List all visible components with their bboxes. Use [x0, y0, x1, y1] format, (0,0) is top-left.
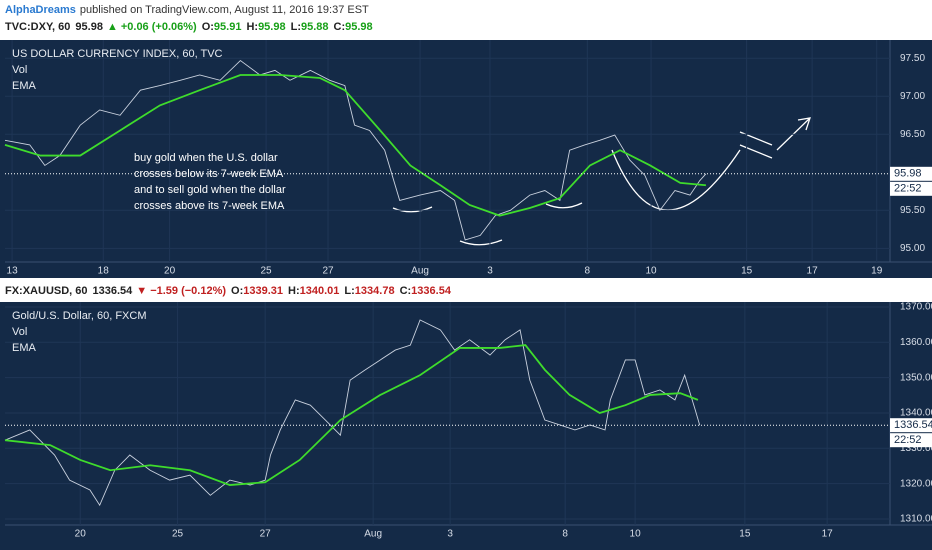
y-tick-label: 1330.00: [900, 443, 932, 454]
panel-bg: [0, 40, 932, 278]
quote-part: +0.06 (+0.06%): [121, 21, 197, 33]
x-tick-label: 27: [322, 266, 334, 277]
x-tick-label: 15: [741, 266, 753, 277]
panel-bg: [0, 302, 932, 550]
x-tick-label: 25: [261, 266, 273, 277]
quote-part: C:: [334, 21, 346, 33]
y-tick-label: 97.00: [900, 91, 925, 102]
time-label-bg: [890, 433, 932, 448]
y-tick-label: 97.50: [900, 53, 925, 64]
quote-part: 95.98: [75, 21, 103, 33]
legend-item: Vol: [12, 326, 27, 338]
x-tick-label: 15: [739, 529, 751, 540]
x-tick-label: 8: [585, 266, 591, 277]
y-tick-label: 95.50: [900, 205, 925, 216]
y-tick-label: 1350.00: [900, 372, 932, 383]
quote-part: FX:XAUUSD, 60: [5, 285, 88, 297]
x-tick-label: 18: [98, 266, 110, 277]
quote-line: TVC:DXY, 60 95.98 ▲ +0.06 (+0.06%) O:95.91 H:…: [5, 21, 373, 33]
annotation: crosses below its 7-week EMA: [134, 168, 284, 180]
x-tick-label: 3: [487, 266, 493, 277]
y-tick-label: 1340.00: [900, 408, 932, 419]
drawn-cup: [611, 149, 741, 211]
x-tick-label: 17: [822, 529, 834, 540]
quote-part: L:: [344, 285, 354, 297]
quote-part: C:: [400, 285, 412, 297]
publish-line: AlphaDreams published on TradingView.com,…: [5, 4, 369, 16]
quote-part: ▲: [107, 21, 118, 33]
quote-part: 95.98: [345, 21, 373, 33]
published: published on TradingView.com, August 11,…: [80, 4, 369, 16]
quote-part: ▼: [136, 285, 147, 297]
quote-part: O:: [202, 21, 214, 33]
annotation: and to sell gold when the dollar: [134, 184, 286, 196]
x-tick-label: 20: [75, 529, 87, 540]
time-label: 22:52: [894, 434, 922, 446]
panel-title: US DOLLAR CURRENCY INDEX, 60, TVC: [12, 48, 223, 60]
x-tick-label: 3: [447, 529, 453, 540]
x-tick-label: 10: [645, 266, 657, 277]
quote-part: H:: [288, 285, 300, 297]
x-tick-label: 17: [807, 266, 819, 277]
legend-item: Vol: [12, 64, 27, 76]
quote-part: 95.98: [258, 21, 286, 33]
time-label: 22:52: [894, 183, 922, 195]
x-tick-label: 13: [7, 266, 19, 277]
quote-part: 95.88: [301, 21, 329, 33]
x-tick-label: 10: [630, 529, 642, 540]
y-tick-label: 1360.00: [900, 337, 932, 348]
x-tick-label: 20: [164, 266, 176, 277]
ema-line: [4, 74, 706, 217]
price-label-bg: [890, 418, 932, 433]
quote-part: −1.59 (−0.12%): [150, 285, 226, 297]
price-label: 1336.54: [894, 419, 932, 431]
quote-part: 95.91: [214, 21, 242, 33]
annotation: buy gold when the U.S. dollar: [134, 152, 278, 164]
x-tick-label: 19: [871, 266, 883, 277]
quote-part: L:: [291, 21, 301, 33]
price-label-bg: [890, 166, 932, 181]
quote-part: 1336.54: [411, 285, 452, 297]
drawn-curve: [392, 206, 433, 213]
y-tick-label: 1320.00: [900, 478, 932, 489]
quote-part: O:: [231, 285, 243, 297]
quote-part: H:: [246, 21, 258, 33]
quote-part: 1340.01: [300, 285, 340, 297]
y-tick-label: 96.50: [900, 129, 925, 140]
quote-part: 1334.78: [355, 285, 395, 297]
price-line: [4, 319, 701, 507]
legend-item: EMA: [12, 342, 37, 354]
quote-line: FX:XAUUSD, 60 1336.54 ▼ −1.59 (−0.12%) O:133…: [5, 285, 452, 297]
y-tick-label: 1370.00: [900, 302, 932, 313]
quote-part: 1336.54: [93, 285, 134, 297]
x-tick-label: 27: [260, 529, 272, 540]
quote-part: 1339.31: [243, 285, 283, 297]
panel-title: Gold/U.S. Dollar, 60, FXCM: [12, 310, 147, 322]
x-tick-label: Aug: [411, 266, 429, 277]
legend-item: EMA: [12, 80, 37, 92]
drawn-curve: [545, 202, 583, 209]
price-line: [4, 59, 707, 241]
y-tick-label: 95.00: [900, 243, 925, 254]
quote-part: TVC:DXY, 60: [5, 21, 70, 33]
y-tick-label: 1310.00: [900, 514, 932, 525]
ema-line: [4, 344, 699, 486]
x-tick-label: 25: [172, 529, 184, 540]
x-tick-label: Aug: [364, 529, 382, 540]
annotation: crosses above its 7-week EMA: [134, 200, 285, 212]
time-label-bg: [890, 181, 932, 196]
drawn-curve: [459, 239, 503, 246]
price-label: 95.98: [894, 168, 922, 180]
author[interactable]: AlphaDreams: [5, 4, 76, 16]
x-tick-label: 8: [562, 529, 568, 540]
